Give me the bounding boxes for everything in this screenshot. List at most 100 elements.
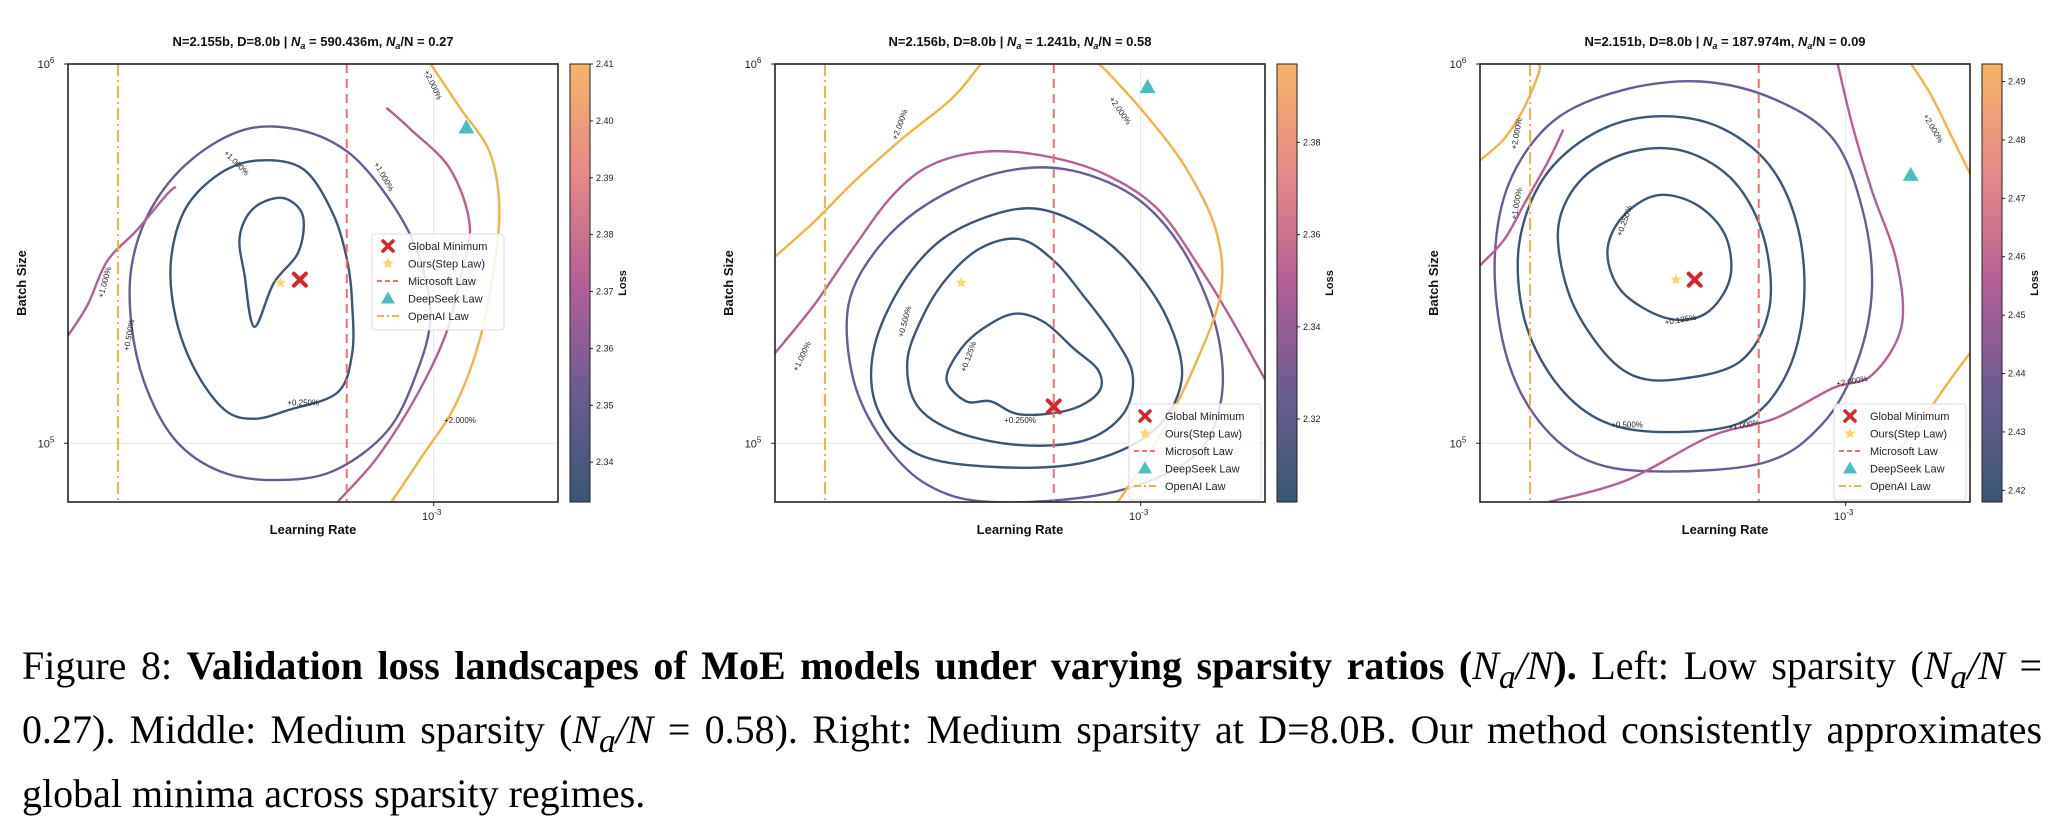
- tick-base: 10: [38, 59, 50, 71]
- caption-m1c: = 0.27: [22, 643, 2042, 752]
- legend-deepseek-symbol: [1138, 461, 1152, 474]
- contour-label: +2.000%: [1510, 117, 1524, 150]
- legend-ours-symbol: [1139, 427, 1151, 439]
- title-part: a: [1807, 41, 1812, 51]
- tick-base: 10: [1450, 438, 1462, 450]
- contour-label: +1.000%: [791, 340, 813, 373]
- contour-line: [1480, 64, 1542, 162]
- deepseek-law-marker: [1139, 78, 1156, 93]
- global-minimum-marker: [1045, 398, 1062, 415]
- tick-exp: 6: [757, 56, 762, 65]
- title-part: N: [386, 34, 396, 49]
- title-part: /N = 0.27: [400, 34, 453, 49]
- x-axis-label: Learning Rate: [270, 522, 357, 537]
- chart-panel-2: N=2.156b, D=8.0b | Na = 1.241b, Na/N = 0…: [721, 34, 1336, 537]
- legend-ours-symbol: [382, 257, 394, 269]
- title-part: a: [1712, 41, 1717, 51]
- legend-global-minimum-symbol: [1843, 409, 1857, 423]
- contour-label: +2.000%: [1107, 95, 1133, 126]
- caption-m2: N: [572, 707, 600, 752]
- colorbar-tick-label: 2.37: [596, 287, 614, 297]
- legend-entry-label: Microsoft Law: [408, 276, 476, 288]
- title-part: = 1.241b,: [1021, 34, 1084, 49]
- title-part: N: [291, 34, 301, 49]
- y-tick-label: 105: [38, 435, 55, 450]
- tick-exp: -3: [434, 508, 442, 517]
- contour-line: [1548, 64, 1905, 502]
- contour-line: [1606, 193, 1733, 322]
- title-part: N: [1798, 34, 1808, 49]
- contour-label: +0.125%: [1664, 313, 1697, 327]
- title-part: N=2.151b, D=8.0b |: [1584, 34, 1703, 49]
- colorbar-tick-label: 2.48: [2008, 135, 2026, 145]
- legend-entry-label: OpenAI Law: [408, 311, 469, 323]
- colorbar-tick-label: 2.34: [1303, 322, 1321, 332]
- chart-title: N=2.156b, D=8.0b | Na = 1.241b, Na/N = 0…: [889, 34, 1152, 51]
- x-tick-label: 10-3: [1834, 508, 1854, 523]
- tick-exp: 6: [50, 56, 55, 65]
- title-part: = 187.974m,: [1717, 34, 1798, 49]
- chart-title: N=2.151b, D=8.0b | Na = 187.974m, Na/N =…: [1584, 34, 1865, 51]
- colorbar: [1981, 63, 2003, 503]
- tick-base: 10: [745, 59, 757, 71]
- colorbar-tick-label: 2.43: [2008, 427, 2026, 437]
- caption-bold-math-sub: a: [1498, 659, 1516, 696]
- colorbar-tick-label: 2.34: [596, 457, 614, 467]
- title-part: N=2.156b, D=8.0b |: [889, 34, 1008, 49]
- y-tick-label: 106: [38, 56, 55, 71]
- deepseek-law-marker: [458, 119, 475, 134]
- contour-line: [1516, 114, 1806, 434]
- contour-lines: [775, 64, 1265, 502]
- tick-base: 10: [1834, 511, 1846, 523]
- legend-entry-label: Ours(Step Law): [1870, 429, 1947, 441]
- legend-entry-label: DeepSeek Law: [1165, 464, 1240, 476]
- title-part: = 590.436m,: [305, 34, 386, 49]
- plot-frame: [67, 63, 559, 503]
- contour-line: [1480, 129, 1565, 267]
- contour-line: [1493, 80, 1874, 473]
- caption-bold-end: ).: [1553, 643, 1577, 688]
- contour-label: +2.000%: [1836, 374, 1869, 388]
- caption-m1b: /N: [1967, 643, 2005, 688]
- contour-label: +2.000%: [444, 416, 476, 425]
- contour-label: +0.250%: [1004, 416, 1036, 425]
- x-axis-label: Learning Rate: [977, 522, 1064, 537]
- colorbar-tick-label: 2.40: [596, 116, 614, 126]
- legend-entry-label: Global Minimum: [408, 241, 487, 253]
- plot-frame: [1479, 63, 1971, 503]
- y-axis-label: Batch Size: [721, 250, 736, 316]
- title-part: N: [1084, 34, 1094, 49]
- tick-exp: -3: [1846, 508, 1854, 517]
- title-part: a: [300, 41, 305, 51]
- colorbar-tick-label: 2.47: [2008, 193, 2026, 203]
- colorbar: [569, 63, 591, 503]
- tick-base: 10: [38, 438, 50, 450]
- colorbar-label: Loss: [2029, 270, 2041, 296]
- figure-caption: Figure 8: Validation loss landscapes of …: [22, 640, 2042, 820]
- colorbar-tick-label: 2.35: [596, 400, 614, 410]
- title-part: N=2.155b, D=8.0b |: [172, 34, 291, 49]
- colorbar-tick-label: 2.36: [1303, 230, 1321, 240]
- caption-m2b: /N: [615, 707, 654, 752]
- legend-entry-label: OpenAI Law: [1870, 481, 1931, 493]
- contour-line: [238, 196, 305, 329]
- global-minimum-marker: [1686, 271, 1703, 288]
- contour-label: +1.000%: [372, 161, 396, 193]
- contour-label: +2.000%: [422, 69, 444, 102]
- contour-line: [775, 64, 982, 258]
- colorbar-tick-label: 2.42: [2008, 485, 2026, 495]
- contour-line: [945, 312, 1103, 417]
- title-part: a: [1016, 41, 1021, 51]
- caption-m1: N: [1923, 643, 1951, 688]
- contour-line: [1910, 64, 1970, 175]
- x-tick-label: 10-3: [1129, 508, 1149, 523]
- colorbar-tick-label: 2.46: [2008, 252, 2026, 262]
- legend-entry-label: Ours(Step Law): [1165, 429, 1242, 441]
- tick-base: 10: [1129, 511, 1141, 523]
- legend-entry-label: DeepSeek Law: [1870, 464, 1945, 476]
- x-tick-label: 10-3: [422, 508, 442, 523]
- tick-exp: -3: [1141, 508, 1149, 517]
- caption-bold-math: N: [1472, 643, 1499, 688]
- title-part: /N = 0.09: [1812, 34, 1865, 49]
- ours-step-law-marker: [1670, 273, 1682, 285]
